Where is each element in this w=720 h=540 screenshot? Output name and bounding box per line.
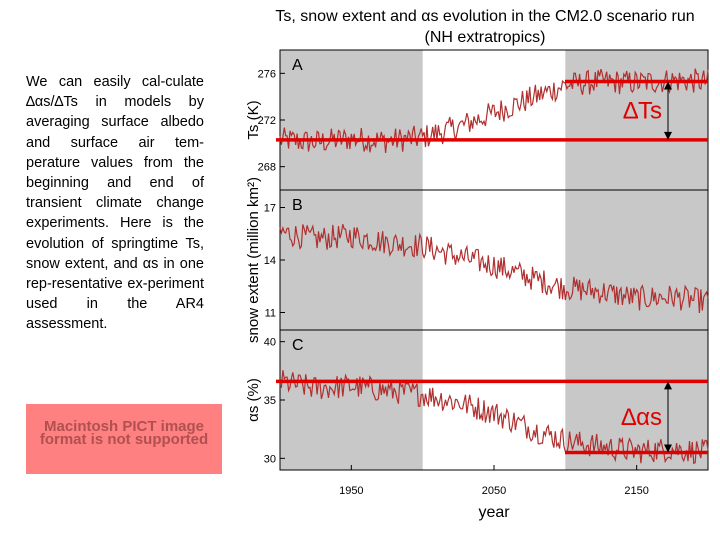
shaded-period-1	[565, 50, 708, 470]
y-tick-label: 14	[264, 255, 276, 267]
y-axis-label-C: αs (%)	[245, 378, 262, 422]
y-tick-label: 272	[258, 115, 276, 127]
arrow-head-up	[664, 381, 672, 390]
y-tick-label: 268	[258, 162, 276, 174]
y-tick-label: 11	[265, 308, 276, 320]
x-tick-label: 1950	[339, 485, 363, 497]
y-tick-label: 17	[264, 203, 276, 215]
y-tick-label: 35	[264, 395, 276, 407]
annotation-A: ∆Ts	[623, 98, 662, 125]
shaded-period-0	[280, 50, 423, 470]
y-axis-label-A: Ts (K)	[245, 100, 262, 139]
y-tick-label: 30	[264, 453, 276, 465]
panel-label-C: C	[292, 337, 304, 354]
x-tick-label: 2050	[482, 485, 506, 497]
annotation-C: ∆αs	[621, 404, 662, 431]
series-line-snow-extent	[279, 224, 709, 314]
y-axis-label-B: snow extent (million km²)	[245, 177, 262, 343]
panel-label-A: A	[292, 57, 303, 74]
panel-label-B: B	[292, 197, 303, 214]
y-tick-label: 40	[264, 337, 276, 349]
unsupported-image-placeholder: Macintosh PICT image format is not suppo…	[26, 404, 222, 474]
x-axis-label: year	[478, 504, 510, 521]
arrow-head-down	[664, 131, 672, 140]
pict-placeholder-text: Macintosh PICT image format is not suppo…	[39, 418, 209, 448]
y-tick-label: 276	[258, 68, 276, 80]
x-tick-label: 2150	[624, 485, 648, 497]
explanation-paragraph: We can easily cal-culate ∆αs/∆Ts in mode…	[26, 74, 204, 333]
arrow-head-up	[664, 81, 672, 90]
arrow-head-down	[664, 444, 672, 453]
chart-title: Ts, snow extent and αs evolution in the …	[275, 8, 695, 46]
series-line-Ts	[279, 68, 709, 154]
